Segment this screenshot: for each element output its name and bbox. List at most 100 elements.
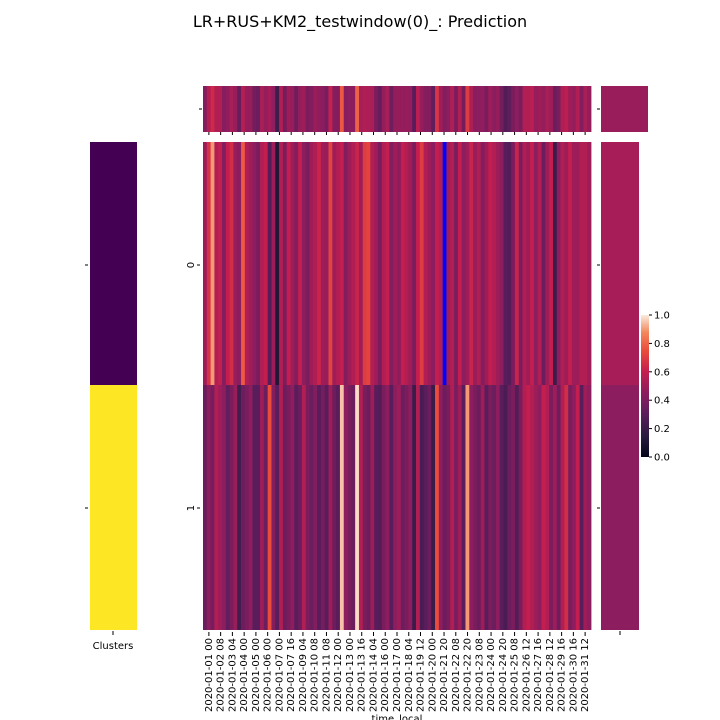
heatmap-cell <box>203 385 208 630</box>
heatmap-cell <box>438 385 444 630</box>
top-strip-cell <box>549 86 554 132</box>
heatmap-cell <box>480 142 485 385</box>
heatmap-cell <box>241 385 246 630</box>
top-strip-cell <box>377 86 383 132</box>
x-tick-label: 2020-01-22 20 <box>463 638 474 712</box>
heatmap-cell <box>305 142 310 385</box>
x-tick-label: 2020-01-22 08 <box>451 638 462 712</box>
heatmap-cell <box>488 142 493 385</box>
top-strip-cell <box>507 86 512 132</box>
top-strip-cell <box>442 86 447 132</box>
top-strip-cell <box>545 86 550 132</box>
top-strip-cell <box>583 86 588 132</box>
colorbar-tick-label: 0.4 <box>654 396 670 407</box>
top-strip-cell <box>526 86 531 132</box>
heatmap-cell <box>545 142 550 385</box>
top-strip-cell <box>404 86 409 132</box>
heatmap-cell <box>461 142 466 385</box>
heatmap-cell <box>351 385 356 630</box>
top-strip-cell <box>336 86 341 132</box>
heatmap-cell <box>552 385 558 630</box>
top-strip-cell <box>419 86 425 132</box>
heatmap-cell <box>465 385 470 630</box>
heatmap-cell <box>514 385 520 630</box>
top-strip-cell <box>587 86 592 132</box>
heatmap-cell <box>222 385 227 630</box>
heatmap-cell <box>370 385 375 630</box>
heatmap-cell <box>389 142 394 385</box>
heatmap-cell <box>552 142 558 385</box>
heatmap-cell <box>435 142 440 385</box>
heatmap-cell <box>358 385 364 630</box>
heatmap-cell <box>541 142 546 385</box>
top-strip-cell <box>450 86 455 132</box>
heatmap-cell <box>446 385 451 630</box>
right-marginal-cluster-0 <box>601 142 639 385</box>
top-strip-cell <box>518 86 523 132</box>
heatmap-cell <box>416 385 421 630</box>
colorbar-gradient <box>641 315 649 457</box>
heatmap-cell <box>241 142 246 385</box>
clusters-bar: Clusters <box>85 142 137 652</box>
heatmap-cell <box>252 385 257 630</box>
colorbar-tick-label: 0.8 <box>654 339 670 350</box>
heatmap-cell <box>286 142 291 385</box>
colorbar-tick-label: 0.0 <box>654 453 670 464</box>
top-strip-cell <box>423 86 428 132</box>
heatmap-cell <box>533 142 539 385</box>
top-strip-cell <box>408 86 413 132</box>
heatmap-cell <box>499 142 504 385</box>
heatmap-cell <box>442 385 447 630</box>
heatmap-cell <box>484 142 489 385</box>
x-tick-label: 2020-01-24 00 <box>486 638 497 712</box>
top-strip-cell <box>366 86 371 132</box>
heatmap-cell <box>457 385 463 630</box>
heatmap-cell <box>298 385 303 630</box>
top-strip-cell <box>389 86 394 132</box>
heatmap-cell <box>214 142 219 385</box>
x-tick-label: 2020-01-13 00 <box>345 638 356 712</box>
heatmap-cell <box>279 385 284 630</box>
heatmap-cell <box>282 142 288 385</box>
heatmap-cell <box>575 142 580 385</box>
x-tick-label: 2020-01-20 00 <box>427 638 438 712</box>
heatmap-cell <box>427 142 432 385</box>
heatmap-cell <box>469 142 474 385</box>
heatmap-cell <box>332 385 337 630</box>
heatmap-cell <box>275 142 280 385</box>
top-strip-cell <box>328 86 333 132</box>
top-strip-cell <box>206 86 211 132</box>
heatmap-cell <box>450 385 455 630</box>
heatmap-cell <box>571 385 577 630</box>
top-strip-cell <box>317 86 322 132</box>
heatmap-cell <box>343 142 348 385</box>
heatmap-cell <box>495 142 501 385</box>
heatmap-cell <box>233 142 238 385</box>
heatmap-cell <box>423 385 428 630</box>
heatmap-cell <box>282 385 288 630</box>
heatmap-cell <box>408 385 413 630</box>
heatmap-cell <box>362 142 367 385</box>
heatmap-cell <box>427 385 432 630</box>
top-strip-cell <box>427 86 432 132</box>
heatmap-cell <box>568 142 573 385</box>
x-tick-label: 2020-01-18 04 <box>404 638 415 712</box>
heatmap-cell <box>381 385 386 630</box>
top-strip-cell <box>488 86 493 132</box>
heatmap-cell <box>530 385 535 630</box>
top-strip-cell <box>332 86 337 132</box>
heatmap-cell <box>503 142 508 385</box>
heatmap-cell <box>271 142 276 385</box>
x-tick-label: 2020-01-13 16 <box>357 638 368 712</box>
heatmap-cell <box>492 385 497 630</box>
heatmap-cell <box>362 385 367 630</box>
top-strip-cell <box>476 86 482 132</box>
x-tick-label: 2020-01-01 00 <box>204 638 215 712</box>
heatmap-cell <box>309 385 314 630</box>
heatmap-cell <box>336 142 341 385</box>
heatmap-cell <box>454 142 459 385</box>
heatmap-cell <box>419 385 425 630</box>
heatmap-cell <box>252 142 257 385</box>
top-strip-cell <box>275 86 280 132</box>
